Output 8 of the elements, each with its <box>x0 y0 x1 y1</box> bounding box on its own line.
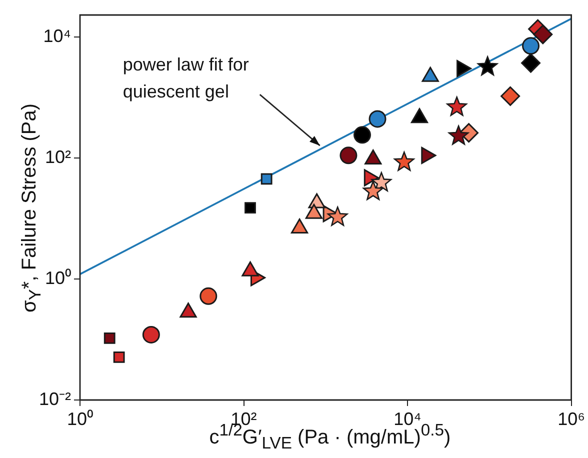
x-tick-label: 10⁰ <box>66 408 94 429</box>
annotation: power law fit for quiescent gel <box>122 54 249 102</box>
y-tick-label: 10⁰ <box>44 268 71 288</box>
y-tick-label: 10⁴ <box>43 26 71 46</box>
x-tick-label: 10⁴ <box>394 408 422 429</box>
y-tick-label: 10² <box>44 146 72 167</box>
y-tick-label: 10⁻² <box>38 388 72 409</box>
x-tick-label: 10⁶ <box>558 408 586 429</box>
